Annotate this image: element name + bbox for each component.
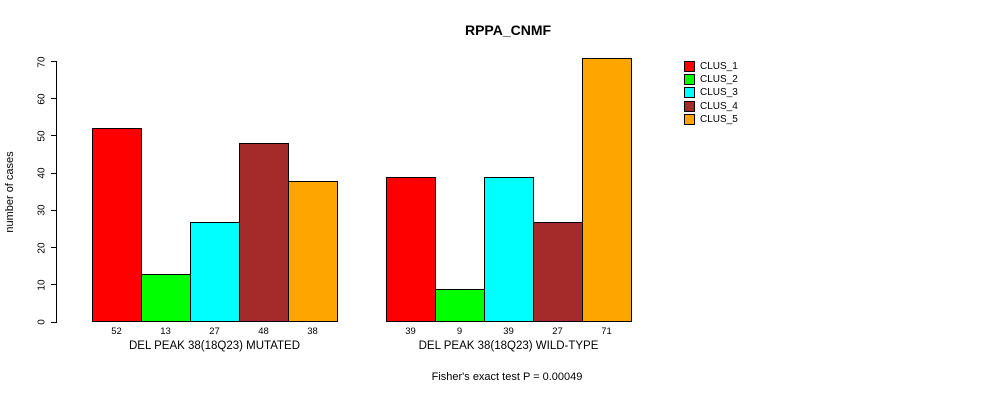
bar [582, 57, 632, 322]
legend-swatch [684, 87, 695, 99]
legend-swatch [684, 113, 695, 125]
y-axis-tick-label: 10 [36, 279, 48, 291]
bar-value-label: 71 [601, 326, 612, 337]
y-axis-tick-label: 50 [36, 130, 48, 142]
bar [141, 273, 191, 322]
group-label: DEL PEAK 38(18Q23) WILD-TYPE [418, 340, 599, 352]
y-axis-tick [51, 209, 57, 211]
bar-value-label: 27 [209, 326, 220, 337]
legend-label: CLUS_3 [700, 87, 738, 99]
bar-value-label: 13 [160, 326, 171, 337]
bar [190, 221, 240, 322]
group-label: DEL PEAK 38(18Q23) MUTATED [128, 340, 301, 352]
y-axis-tick-label: 20 [36, 242, 48, 254]
bar [239, 143, 289, 322]
bar [533, 221, 583, 322]
y-axis-tick-label: 40 [36, 167, 48, 179]
bar-value-label: 39 [503, 326, 514, 337]
legend-swatch [684, 74, 695, 86]
y-axis-tick [51, 135, 57, 137]
chart-title: RPPA_CNMF [464, 22, 552, 38]
y-axis-line [56, 61, 57, 322]
y-axis-tick-label: 60 [36, 93, 48, 105]
bar-value-label: 39 [405, 326, 416, 337]
y-axis-tick-label: 70 [36, 55, 48, 68]
y-axis-tick-label: 0 [36, 319, 48, 325]
bar [288, 180, 338, 322]
legend-label: CLUS_4 [700, 100, 738, 112]
footer-annotation: Fisher's exact test P = 0.00049 [431, 371, 583, 383]
bar-value-label: 9 [456, 326, 463, 337]
y-axis-tick-label: 30 [36, 204, 48, 216]
bar-value-label: 27 [552, 326, 563, 337]
y-axis-tick [51, 61, 57, 62]
bar [435, 288, 485, 322]
bar [92, 128, 142, 322]
legend-swatch [684, 61, 695, 72]
y-axis-tick [51, 98, 57, 100]
y-axis-tick [51, 247, 57, 249]
bar-value-label: 48 [258, 326, 269, 337]
legend-label: CLUS_1 [700, 61, 738, 72]
legend-swatch [684, 100, 695, 112]
bar [484, 176, 534, 322]
legend-label: CLUS_5 [700, 113, 738, 125]
y-axis-tick [51, 172, 57, 174]
y-axis-tick [51, 321, 57, 323]
bar [386, 176, 436, 322]
y-axis-label: number of cases [4, 151, 16, 233]
y-axis-tick [51, 284, 57, 286]
legend-label: CLUS_2 [700, 74, 738, 86]
bar-value-label: 38 [307, 326, 318, 337]
bar-value-label: 52 [111, 326, 122, 337]
